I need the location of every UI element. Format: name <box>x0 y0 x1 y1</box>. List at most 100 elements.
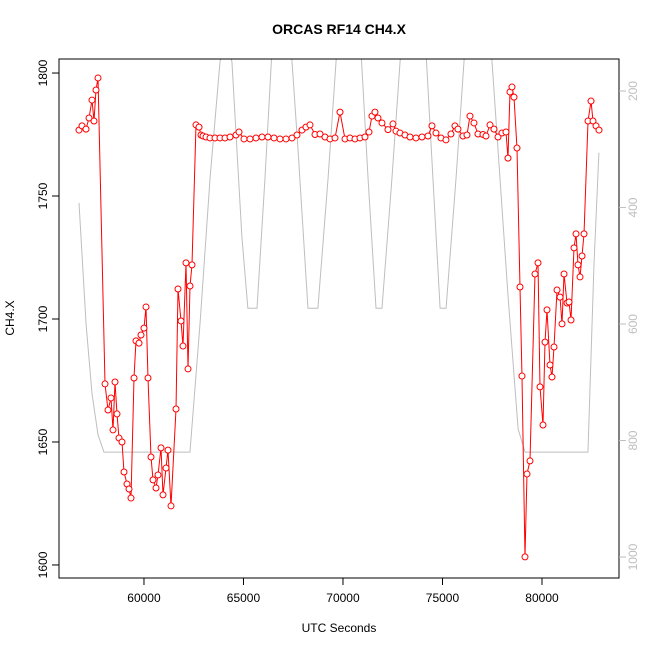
data-point <box>88 96 96 104</box>
data-point <box>142 303 150 311</box>
data-point <box>539 421 547 429</box>
data-point <box>412 134 420 142</box>
series-line <box>78 77 600 557</box>
data-point <box>252 134 260 142</box>
data-point <box>587 97 595 105</box>
data-point <box>101 380 109 388</box>
data-point <box>127 494 135 502</box>
data-point <box>378 119 386 127</box>
data-point <box>164 446 172 454</box>
data-point <box>510 93 518 101</box>
data-point <box>463 131 471 139</box>
data-point <box>406 133 414 141</box>
data-point <box>240 135 248 143</box>
data-point <box>556 293 564 301</box>
data-point <box>135 339 143 347</box>
data-point <box>567 316 575 324</box>
chart-title: ORCAS RF14 CH4.X <box>272 21 406 37</box>
data-point <box>389 120 397 128</box>
x-tick-label: 75000 <box>426 591 460 605</box>
data-point <box>94 74 102 82</box>
data-point <box>541 338 549 346</box>
x-tick-label: 65000 <box>227 591 261 605</box>
data-point <box>576 273 584 281</box>
data-point <box>159 491 167 499</box>
data-point <box>92 86 100 94</box>
data-point <box>157 444 165 452</box>
y-tick-label: 1800 <box>36 59 50 86</box>
data-point <box>424 132 432 140</box>
data-point <box>336 108 344 116</box>
series-line <box>78 59 600 453</box>
data-point <box>152 484 160 492</box>
data-point <box>130 374 138 382</box>
y-tick-label: 1700 <box>36 305 50 332</box>
data-point <box>550 343 558 351</box>
data-point <box>454 125 462 133</box>
data-point <box>179 342 187 350</box>
data-point <box>149 476 157 484</box>
data-point <box>264 133 272 141</box>
data-point <box>504 154 512 162</box>
data-point <box>226 133 234 141</box>
data-point <box>125 485 133 493</box>
data-point <box>107 394 115 402</box>
data-point <box>270 134 278 142</box>
data-point <box>578 252 586 260</box>
data-point <box>162 464 170 472</box>
data-point <box>258 133 266 141</box>
data-point <box>553 286 561 294</box>
data-point <box>140 324 148 332</box>
data-point <box>172 405 180 413</box>
data-point <box>167 502 175 510</box>
y-axis-label: CH4.X <box>3 300 17 335</box>
data-point <box>361 133 369 141</box>
data-point <box>90 117 98 125</box>
data-point <box>186 282 194 290</box>
data-point <box>574 261 582 269</box>
data-point <box>432 129 440 137</box>
y2-tick-label: 1000 <box>626 543 640 570</box>
data-point <box>572 230 580 238</box>
data-point <box>560 270 568 278</box>
data-point <box>548 373 556 381</box>
y2-tick-label: 400 <box>626 197 640 217</box>
data-point <box>82 125 90 133</box>
data-point <box>288 134 296 142</box>
data-point <box>543 306 551 314</box>
data-point <box>120 468 128 476</box>
data-point <box>482 132 490 140</box>
y2-tick-label: 800 <box>626 430 640 450</box>
data-point <box>526 457 534 465</box>
data-point <box>558 320 566 328</box>
data-point <box>502 128 510 136</box>
data-point <box>513 144 521 152</box>
data-point <box>595 126 603 134</box>
data-point <box>428 122 436 130</box>
data-point <box>371 108 379 116</box>
data-point <box>235 128 243 136</box>
x-tick-label: 60000 <box>127 591 161 605</box>
data-point <box>316 130 324 138</box>
data-point <box>188 261 196 269</box>
data-point <box>442 136 450 144</box>
data-point <box>384 126 392 134</box>
data-point <box>113 410 121 418</box>
data-point <box>246 135 254 143</box>
x-tick-label: 70000 <box>326 591 360 605</box>
data-point <box>184 365 192 373</box>
data-point <box>293 131 301 139</box>
data-point <box>331 134 339 142</box>
x-axis-label: UTC Seconds <box>302 621 377 635</box>
data-point <box>85 114 93 122</box>
plot-area <box>75 59 603 561</box>
data-point <box>109 426 117 434</box>
data-point <box>374 114 382 122</box>
y2-tick-label: 200 <box>626 81 640 101</box>
data-point <box>531 270 539 278</box>
y2-tick-label: 600 <box>626 314 640 334</box>
data-point <box>534 259 542 267</box>
data-point <box>447 130 455 138</box>
data-point <box>154 471 162 479</box>
